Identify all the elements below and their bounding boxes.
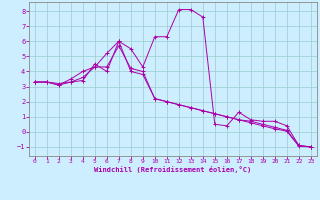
- X-axis label: Windchill (Refroidissement éolien,°C): Windchill (Refroidissement éolien,°C): [94, 166, 252, 173]
